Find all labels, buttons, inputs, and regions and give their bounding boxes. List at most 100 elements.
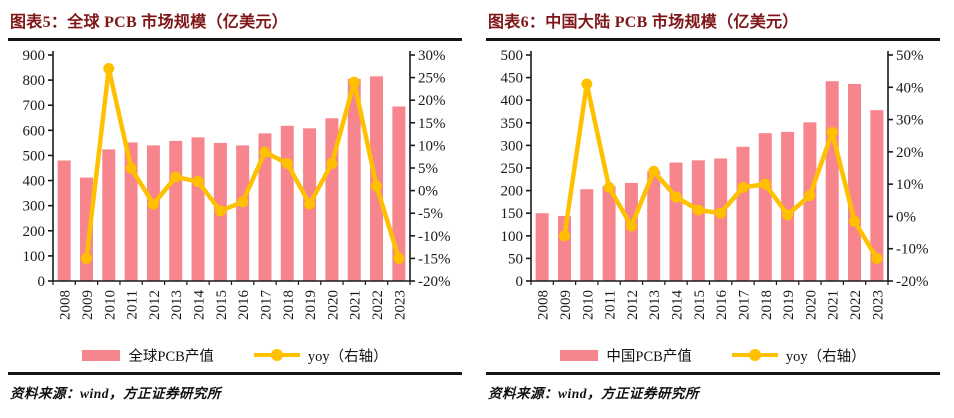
svg-text:30%: 30% <box>418 48 446 64</box>
bar-series-swatch <box>82 349 121 361</box>
line-marker-dot <box>748 349 761 361</box>
source-rule <box>486 372 940 375</box>
svg-text:2021: 2021 <box>348 290 364 320</box>
chart-legend: 中国PCB产值 yoy（右轴） <box>486 342 940 368</box>
chart-area: 500 450 400 350 300 250 200 150 100 50 0 50% 40% 30% 2… <box>486 41 940 346</box>
svg-text:2018: 2018 <box>759 290 775 320</box>
svg-text:2016: 2016 <box>714 290 730 321</box>
svg-text:50: 50 <box>508 251 523 267</box>
svg-text:2015: 2015 <box>214 290 230 320</box>
svg-text:2009: 2009 <box>80 290 96 320</box>
figure-global-pcb: 图表5：全球 PCB 市场规模（亿美元） 900 800 700 600 500 400 3… <box>8 5 462 402</box>
svg-text:900: 900 <box>23 48 46 64</box>
svg-text:-20%: -20% <box>418 274 451 290</box>
svg-text:2019: 2019 <box>781 290 797 320</box>
svg-text:2011: 2011 <box>125 290 141 319</box>
legend-item-bar: 全球PCB产值 <box>82 345 214 366</box>
svg-text:-10%: -10% <box>418 229 451 245</box>
line-series-marker <box>731 349 778 361</box>
chart-legend: 全球PCB产值 yoy（右轴） <box>8 342 462 368</box>
legend-item-line: yoy（右轴） <box>731 345 866 366</box>
svg-text:20%: 20% <box>418 93 446 109</box>
svg-text:0%: 0% <box>896 209 916 225</box>
svg-text:5%: 5% <box>418 161 438 177</box>
bar-series-swatch <box>560 349 599 361</box>
svg-text:2009: 2009 <box>558 290 574 320</box>
svg-text:0: 0 <box>38 274 46 290</box>
svg-text:-20%: -20% <box>896 274 929 290</box>
svg-text:15%: 15% <box>418 116 446 132</box>
legend-label-line: yoy（右轴） <box>785 348 866 365</box>
bar-line-chart: 50045040035030025020015010050050%40%30%2… <box>501 48 929 321</box>
svg-text:2008: 2008 <box>58 290 74 320</box>
svg-text:2015: 2015 <box>692 290 708 320</box>
svg-text:2020: 2020 <box>803 290 819 320</box>
svg-text:-15%: -15% <box>418 251 451 267</box>
svg-text:250: 250 <box>501 161 524 177</box>
svg-text:2008: 2008 <box>536 290 552 320</box>
svg-text:2017: 2017 <box>736 290 752 321</box>
svg-text:2014: 2014 <box>192 290 208 321</box>
svg-text:2023: 2023 <box>870 290 886 320</box>
svg-text:450: 450 <box>501 71 524 87</box>
svg-text:10%: 10% <box>418 138 446 154</box>
svg-text:2016: 2016 <box>236 290 252 321</box>
line-series-marker <box>253 349 300 361</box>
bar-line-chart: 900 800 700 600 500 400 300 200 100 0 30% 25% 20% 15%… <box>23 48 451 321</box>
svg-text:2011: 2011 <box>603 290 619 319</box>
svg-text:200: 200 <box>501 184 524 200</box>
svg-text:200: 200 <box>23 224 46 240</box>
svg-text:2012: 2012 <box>625 290 641 320</box>
svg-text:800: 800 <box>23 73 46 89</box>
svg-text:300: 300 <box>501 138 524 154</box>
svg-text:400: 400 <box>23 174 46 190</box>
svg-text:100: 100 <box>23 249 46 265</box>
svg-text:600: 600 <box>23 123 46 139</box>
svg-text:150: 150 <box>501 206 524 222</box>
svg-text:0: 0 <box>516 274 524 290</box>
source-note: 资料来源：wind，方正证券研究所 <box>488 386 700 401</box>
svg-text:700: 700 <box>23 98 46 114</box>
legend-label-bar: 全球PCB产值 <box>128 348 214 365</box>
title-rule <box>486 38 940 41</box>
svg-text:2013: 2013 <box>169 290 185 320</box>
figure-china-pcb: 图表6：中国大陆 PCB 市场规模（亿美元） 500 450 400 350 300 25… <box>486 5 940 402</box>
svg-text:2019: 2019 <box>303 290 319 320</box>
svg-text:500: 500 <box>501 48 524 64</box>
svg-text:500: 500 <box>23 148 46 164</box>
svg-text:10%: 10% <box>896 177 924 193</box>
svg-text:20%: 20% <box>896 145 924 161</box>
svg-text:2017: 2017 <box>258 290 274 321</box>
svg-text:2020: 2020 <box>325 290 341 320</box>
svg-text:100: 100 <box>501 229 524 245</box>
svg-text:40%: 40% <box>896 80 924 96</box>
svg-text:-5%: -5% <box>418 206 443 222</box>
svg-text:2010: 2010 <box>580 290 596 320</box>
line-marker-dot <box>270 349 283 361</box>
figure-title: 图表6：中国大陆 PCB 市场规模（亿美元） <box>488 14 799 31</box>
svg-text:2023: 2023 <box>392 290 408 320</box>
svg-text:350: 350 <box>501 116 524 132</box>
legend-label-line: yoy（右轴） <box>307 348 388 365</box>
svg-text:50%: 50% <box>896 48 924 64</box>
svg-text:2013: 2013 <box>647 290 663 320</box>
svg-text:25%: 25% <box>418 71 446 87</box>
svg-text:-10%: -10% <box>896 242 929 258</box>
svg-text:2014: 2014 <box>670 290 686 321</box>
svg-text:2021: 2021 <box>826 290 842 320</box>
figure-title: 图表5：全球 PCB 市场规模（亿美元） <box>10 14 289 31</box>
svg-text:30%: 30% <box>896 113 924 129</box>
chart-area: 900 800 700 600 500 400 300 200 100 0 30% 25% 20% 15%… <box>8 41 462 346</box>
legend-item-line: yoy（右轴） <box>253 345 388 366</box>
svg-text:400: 400 <box>501 93 524 109</box>
report-figures-row: 图表5：全球 PCB 市场规模（亿美元） 900 800 700 600 500 400 3… <box>8 5 940 402</box>
svg-text:2018: 2018 <box>281 290 297 320</box>
svg-text:2022: 2022 <box>848 290 864 320</box>
legend-item-bar: 中国PCB产值 <box>560 345 692 366</box>
svg-text:300: 300 <box>23 199 46 215</box>
title-rule <box>8 38 462 41</box>
source-rule <box>8 372 462 375</box>
svg-text:0%: 0% <box>418 184 438 200</box>
legend-label-bar: 中国PCB产值 <box>606 348 692 365</box>
source-note: 资料来源：wind，方正证券研究所 <box>10 386 222 401</box>
